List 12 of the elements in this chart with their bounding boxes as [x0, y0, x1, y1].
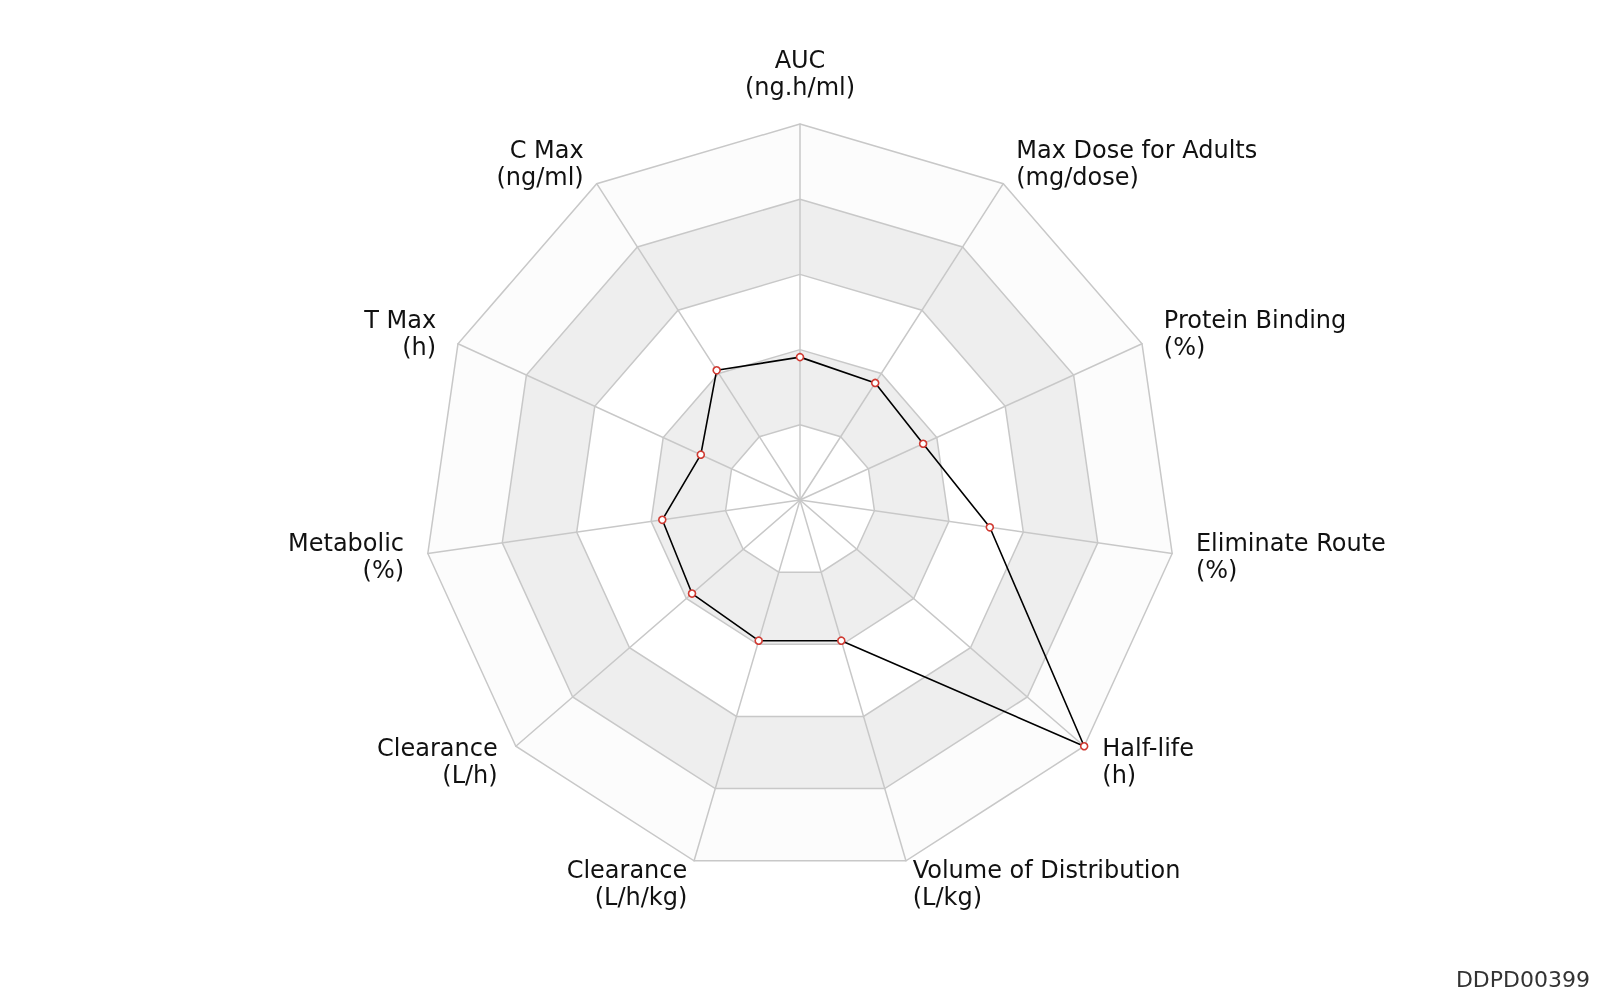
- text: DDPD00399: [1455, 966, 1590, 992]
- spoke-label: C Max (ng/ml): [496, 136, 584, 191]
- spoke-label: AUC (ng.h/ml): [744, 45, 856, 101]
- spoke-label: Metabolic (%): [288, 529, 405, 585]
- spoke-label: Clearance (L/h/kg): [566, 856, 688, 912]
- spoke-label: Half-life (h): [1102, 734, 1195, 790]
- spoke-label: Volume of Distribution (L/kg): [912, 856, 1181, 912]
- spoke-label: Max Dose for Adults (mg/dose): [1016, 136, 1258, 191]
- spoke-label: Clearance (L/h): [377, 734, 498, 790]
- spoke-label: Protein Binding (%): [1163, 306, 1347, 362]
- spoke-label: Eliminate Route (%): [1195, 529, 1386, 585]
- spoke-label: T Max (h): [363, 306, 437, 362]
